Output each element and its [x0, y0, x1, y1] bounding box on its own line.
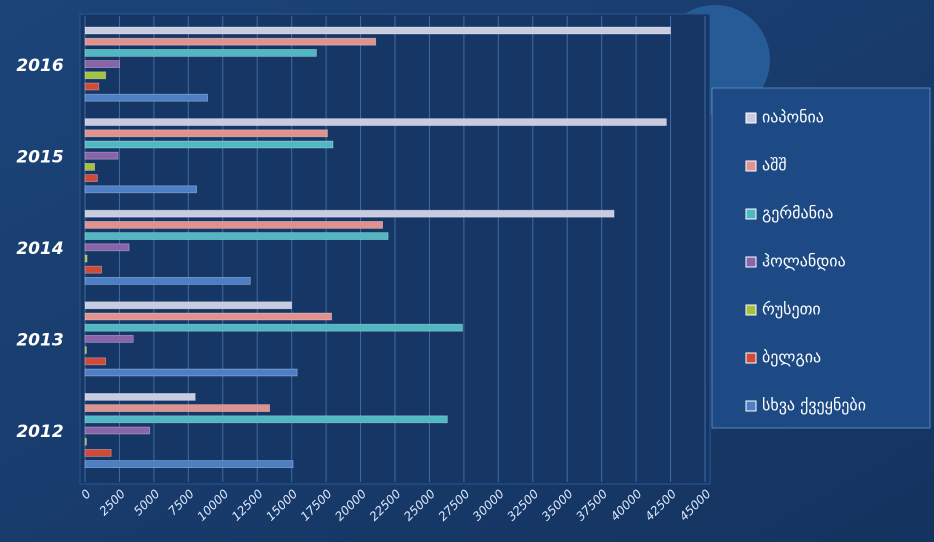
legend-label: ბელგია	[762, 348, 821, 367]
legend-label: გერმანია	[762, 204, 833, 223]
legend-swatch	[745, 160, 757, 172]
bar	[84, 93, 209, 102]
bar	[84, 323, 463, 332]
bar	[84, 220, 384, 229]
bar	[84, 437, 87, 446]
legend-swatch	[745, 400, 757, 412]
bar	[84, 185, 197, 194]
bar	[84, 60, 120, 68]
bar	[84, 426, 151, 435]
bar	[84, 232, 389, 241]
bar	[84, 346, 87, 355]
bar	[84, 334, 134, 343]
bar	[84, 357, 107, 366]
bar	[84, 404, 271, 413]
bar	[84, 162, 96, 171]
legend-swatch	[745, 112, 757, 124]
bar	[84, 265, 102, 274]
legend-swatch	[745, 352, 757, 364]
y-tick-label: 2014	[16, 239, 63, 259]
bar	[84, 312, 333, 321]
bar	[84, 460, 294, 469]
bar	[84, 301, 293, 310]
bar	[84, 174, 98, 183]
bar	[84, 243, 130, 252]
bar	[84, 368, 298, 377]
bar	[84, 151, 119, 160]
bar	[84, 392, 196, 401]
legend-swatch	[745, 304, 757, 316]
bar	[84, 82, 100, 91]
legend-swatch	[745, 208, 757, 220]
bar	[84, 26, 671, 35]
bar	[84, 140, 334, 149]
legend-label: იაპონია	[762, 108, 824, 127]
legend-swatch	[745, 256, 757, 268]
y-tick-label: 2015	[16, 147, 63, 167]
bar	[84, 415, 448, 424]
bar	[84, 276, 251, 285]
bar	[84, 37, 377, 46]
bar	[84, 129, 328, 138]
bar	[84, 254, 88, 263]
bar	[84, 448, 112, 457]
legend-label: აშშ	[762, 156, 787, 175]
legend-label: ჰოლანდია	[762, 252, 846, 271]
y-tick-label: 2013	[16, 331, 63, 351]
bar	[84, 209, 615, 218]
bar	[84, 49, 317, 57]
bar	[84, 71, 107, 80]
y-tick-label: 2012	[16, 422, 63, 442]
bar	[84, 118, 667, 126]
legend-label: სხვა ქვეყნები	[762, 396, 866, 415]
y-tick-label: 2016	[16, 56, 63, 76]
legend-label: რუსეთი	[762, 300, 821, 319]
